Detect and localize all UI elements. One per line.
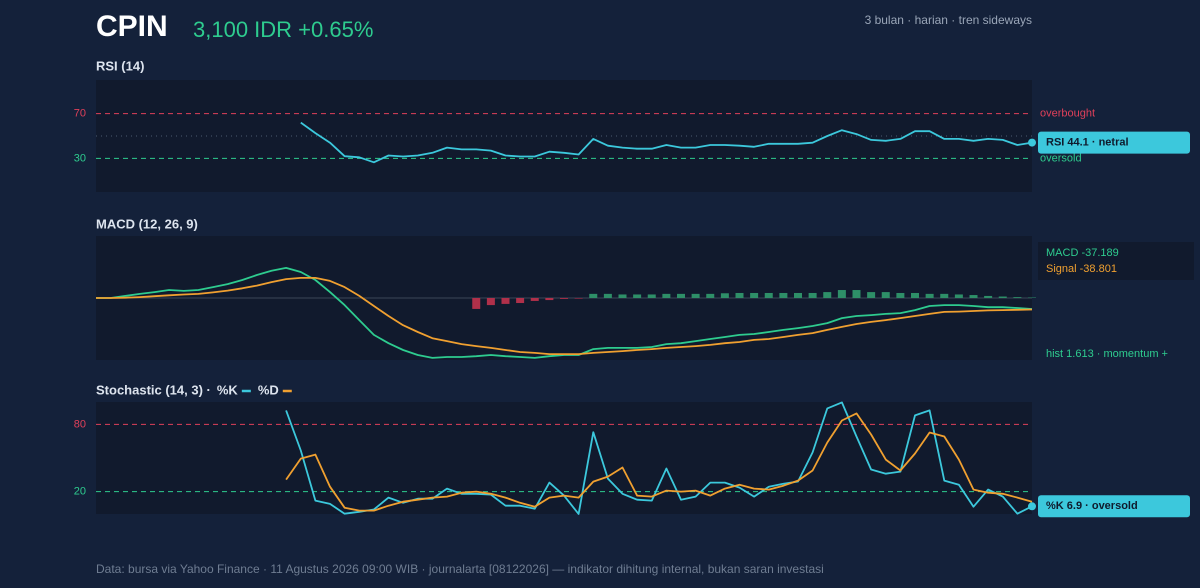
panel-title: MACD (12, 26, 9)	[96, 216, 198, 231]
histogram-bar	[954, 294, 963, 298]
last-point	[1028, 502, 1036, 511]
histogram-bar	[837, 290, 846, 298]
histogram-bar	[867, 292, 876, 298]
histogram-bar	[560, 298, 568, 299]
panel-title: Stochastic (14, 3) ·	[96, 382, 211, 397]
quote: 3,100 IDR +0.65%	[193, 17, 373, 42]
legend-name: %D	[258, 382, 279, 397]
reference-label: overbought	[1040, 108, 1095, 120]
legend-name: %K	[217, 382, 239, 397]
histogram-bar	[998, 296, 1007, 298]
histogram-label: hist 1.613 · momentum +	[1046, 348, 1168, 360]
legend-box	[1038, 242, 1194, 280]
histogram-bar	[969, 295, 978, 298]
histogram-bar	[823, 292, 832, 298]
histogram-bar	[472, 298, 481, 309]
histogram-bar	[735, 292, 744, 298]
indicator-line	[96, 277, 1033, 355]
histogram-bar	[574, 298, 583, 299]
histogram-bar	[662, 293, 671, 298]
histogram-bar	[925, 293, 934, 298]
histogram-bar	[647, 294, 656, 298]
histogram-bar	[545, 298, 554, 301]
y-tick-label: 80	[74, 418, 86, 430]
panel-title: RSI (14)	[96, 58, 144, 73]
histogram-bar	[516, 298, 525, 304]
histogram-bar	[764, 292, 773, 298]
histogram-bar	[750, 292, 759, 298]
histogram-bar	[720, 293, 729, 298]
footer: Data: bursa via Yahoo Finance · 11 Agust…	[96, 562, 824, 576]
badge-label: %K 6.9 · oversold	[1046, 500, 1138, 512]
histogram-bar	[603, 293, 612, 298]
last-point	[1028, 138, 1036, 147]
histogram-bar	[852, 290, 861, 298]
badge	[1038, 131, 1190, 154]
histogram-bar	[896, 292, 905, 298]
histogram-bar	[911, 292, 919, 298]
histogram-bar	[706, 293, 715, 298]
indicator-line	[300, 121, 1033, 164]
panel	[96, 402, 1032, 514]
legend-label: MACD -37.189	[1046, 247, 1119, 259]
histogram-bar	[940, 293, 949, 298]
legend-label: Signal -38.801	[1046, 263, 1117, 275]
histogram-bar	[633, 294, 642, 298]
histogram-bar	[530, 298, 539, 301]
histogram-bar	[501, 298, 510, 304]
badge	[1038, 495, 1190, 518]
histogram-bar	[691, 293, 700, 298]
histogram-bar	[589, 293, 598, 298]
histogram-bar	[794, 292, 802, 298]
histogram-bar	[808, 292, 817, 298]
ticker: CPIN	[96, 10, 168, 43]
y-tick-label: 70	[74, 108, 86, 120]
note: 3 bulan · harian · tren sideways	[865, 13, 1032, 27]
reference-label: oversold	[1040, 152, 1082, 164]
indicator-line	[285, 412, 1033, 512]
histogram-bar	[486, 298, 495, 306]
histogram-bar	[677, 293, 685, 298]
y-tick-label: 30	[74, 152, 86, 164]
histogram-bar	[618, 294, 627, 298]
histogram-bar	[984, 295, 993, 298]
histogram-bar	[779, 292, 788, 298]
histogram-bar	[881, 292, 890, 298]
badge-label: RSI 44.1 · netral	[1046, 137, 1129, 149]
histogram-bar	[1013, 297, 1022, 298]
y-tick-label: 20	[74, 486, 86, 498]
